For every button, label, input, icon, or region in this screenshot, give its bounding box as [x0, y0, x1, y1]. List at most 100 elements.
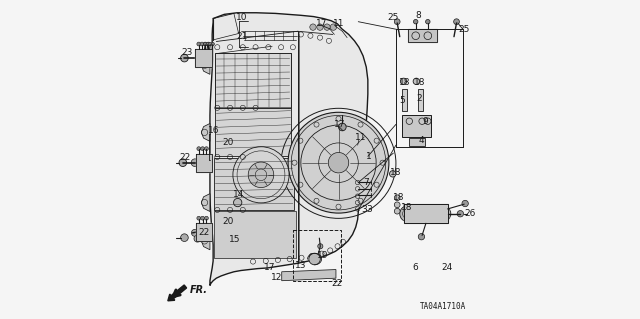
Text: 22: 22 [198, 228, 209, 237]
Text: 18: 18 [414, 78, 426, 87]
Bar [293, 230, 340, 281]
Circle shape [204, 42, 207, 46]
Text: 5: 5 [399, 96, 405, 105]
Text: FR.: FR. [190, 285, 208, 295]
Polygon shape [404, 204, 447, 223]
Circle shape [317, 24, 323, 30]
Text: 17: 17 [264, 263, 275, 272]
Polygon shape [210, 13, 368, 286]
Bar [214, 158, 294, 210]
Circle shape [233, 147, 289, 203]
Text: 22: 22 [331, 279, 342, 288]
Text: 24: 24 [441, 263, 452, 272]
Circle shape [200, 42, 204, 46]
Polygon shape [196, 223, 212, 241]
Polygon shape [408, 29, 437, 42]
Circle shape [462, 200, 468, 207]
Text: 2: 2 [417, 94, 422, 103]
Circle shape [234, 198, 242, 207]
Text: 11: 11 [333, 19, 344, 28]
Polygon shape [202, 56, 210, 74]
Text: 6: 6 [413, 263, 419, 272]
Circle shape [394, 195, 400, 201]
Text: 18: 18 [399, 78, 411, 87]
Circle shape [394, 202, 400, 208]
Text: 3: 3 [361, 205, 367, 214]
Circle shape [197, 42, 201, 46]
Circle shape [413, 78, 420, 85]
Circle shape [394, 19, 400, 25]
Circle shape [201, 147, 205, 151]
Circle shape [309, 253, 320, 265]
Circle shape [435, 206, 451, 222]
Circle shape [211, 42, 214, 46]
Circle shape [454, 19, 460, 25]
Circle shape [339, 123, 346, 131]
Text: 18: 18 [401, 203, 413, 212]
Bar [215, 53, 291, 108]
Text: 18: 18 [390, 168, 402, 177]
Text: 16: 16 [208, 126, 220, 135]
Text: 20: 20 [222, 217, 234, 226]
Text: 10: 10 [236, 13, 248, 22]
Polygon shape [195, 49, 212, 67]
Text: 20: 20 [222, 138, 234, 147]
Circle shape [209, 42, 212, 46]
Text: 25: 25 [459, 25, 470, 34]
Circle shape [330, 24, 337, 30]
Text: 1: 1 [365, 152, 371, 161]
Circle shape [328, 152, 349, 173]
Circle shape [394, 208, 400, 214]
Circle shape [413, 19, 418, 24]
Bar [409, 138, 424, 146]
Polygon shape [202, 232, 210, 250]
Text: 17: 17 [334, 120, 346, 129]
Circle shape [390, 171, 396, 177]
Bar [214, 211, 296, 258]
Circle shape [197, 216, 201, 220]
Circle shape [288, 112, 389, 213]
Circle shape [205, 147, 209, 151]
Circle shape [419, 234, 424, 240]
Circle shape [197, 147, 201, 151]
Text: 4: 4 [419, 136, 424, 145]
Circle shape [457, 211, 463, 217]
Circle shape [204, 42, 207, 46]
Circle shape [206, 42, 209, 46]
Circle shape [426, 19, 430, 24]
Circle shape [179, 159, 187, 167]
Text: 25: 25 [388, 13, 399, 22]
Bar [402, 89, 407, 111]
Text: 8: 8 [416, 11, 422, 20]
Circle shape [180, 234, 188, 241]
Polygon shape [202, 123, 210, 141]
Text: 19: 19 [317, 251, 328, 260]
Text: 22: 22 [180, 153, 191, 162]
Circle shape [201, 216, 205, 220]
Text: 21: 21 [236, 32, 248, 41]
Text: 11: 11 [355, 133, 367, 142]
Circle shape [191, 159, 199, 167]
Circle shape [401, 78, 407, 85]
Circle shape [194, 235, 201, 242]
Polygon shape [196, 154, 212, 172]
Circle shape [207, 42, 211, 46]
Bar [216, 53, 291, 107]
Bar [215, 108, 291, 156]
Polygon shape [202, 194, 210, 211]
Circle shape [248, 162, 274, 188]
Circle shape [318, 244, 323, 249]
Text: TA04A1710A: TA04A1710A [420, 302, 466, 311]
Text: 3: 3 [366, 205, 372, 214]
Text: 12: 12 [271, 273, 282, 282]
Text: 13: 13 [296, 261, 307, 270]
FancyArrow shape [168, 285, 187, 301]
Text: 14: 14 [233, 190, 244, 199]
Text: 17: 17 [316, 19, 328, 28]
Circle shape [400, 206, 416, 222]
Circle shape [191, 229, 198, 236]
Circle shape [310, 24, 316, 30]
Text: 7: 7 [364, 178, 369, 187]
Bar [403, 115, 431, 137]
Circle shape [180, 54, 188, 62]
